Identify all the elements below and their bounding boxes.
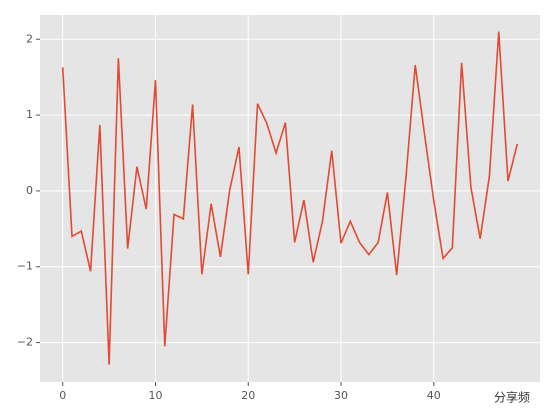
x-tick-label: 20 <box>241 389 255 402</box>
x-tick-label: 10 <box>148 389 162 402</box>
x-tick-label: 0 <box>59 389 66 402</box>
y-tick-label: −2 <box>17 336 33 349</box>
line <box>61 31 519 365</box>
y-tick-label: 2 <box>26 32 33 45</box>
plot-area <box>40 15 540 382</box>
y-tick-label: −1 <box>17 260 33 273</box>
y-tick-label: 0 <box>26 184 33 197</box>
x-tick-label: 30 <box>334 389 348 402</box>
watermark: 分享频 <box>494 390 530 405</box>
y-tick-label: 1 <box>26 108 33 121</box>
x-tick-label: 40 <box>427 389 441 402</box>
